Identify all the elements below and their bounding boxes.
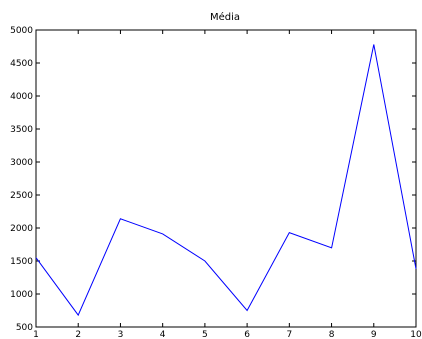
y-tick-label: 4000 [10, 92, 33, 102]
axis-tick-labels: 1 2 3 4 5 6 7 8 9 10 500 1000 1500 2000 2500 3000 3500 40… [10, 26, 422, 339]
x-tick-label: 3 [118, 330, 124, 339]
x-tick-label: 9 [371, 330, 377, 339]
y-tick-label: 5000 [10, 26, 33, 36]
y-tick-label: 1500 [10, 257, 33, 267]
axis-ticks [35, 29, 417, 328]
y-tick-label: 4500 [10, 59, 33, 69]
x-tick-label: 8 [329, 330, 335, 339]
y-tick-label: 1000 [10, 290, 33, 300]
x-tick-label: 5 [202, 330, 208, 339]
x-tick-label: 10 [410, 330, 422, 339]
y-tick-label: 2000 [10, 224, 33, 234]
x-tick-label: 7 [286, 330, 292, 339]
series-line [35, 44, 417, 317]
x-tick-label: 4 [160, 330, 166, 339]
plot-area [35, 29, 417, 328]
y-tick-label: 2500 [10, 191, 33, 201]
x-tick-label: 6 [244, 330, 250, 339]
y-tick-label: 500 [16, 323, 33, 333]
x-tick-label: 2 [75, 330, 81, 339]
y-tick-label: 3500 [10, 125, 33, 135]
x-tick-label: 1 [33, 330, 39, 339]
y-tick-label: 3000 [10, 158, 33, 168]
chart-title: Média [210, 11, 240, 23]
